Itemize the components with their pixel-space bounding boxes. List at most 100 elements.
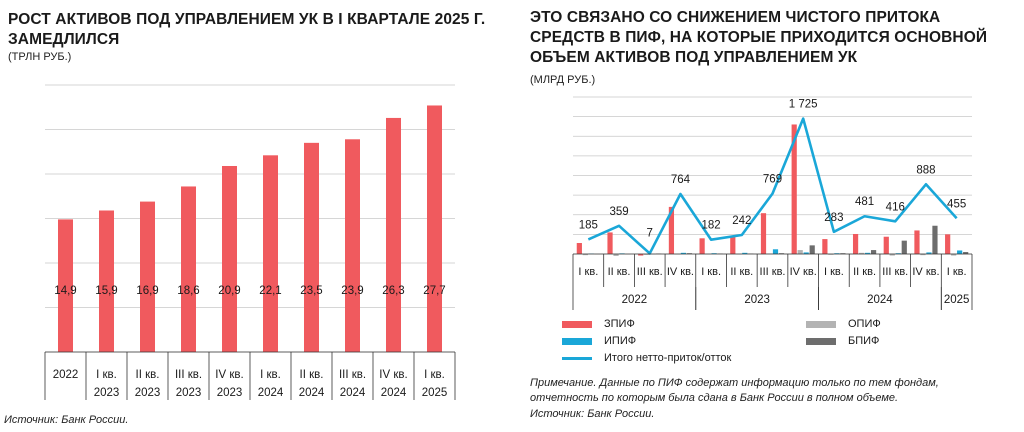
right-combo-chart: 185 359 7 764 182 242 769 1 725 283 481 416 888 455 I…	[572, 96, 973, 310]
legend-zpif-swatch	[562, 320, 592, 328]
line-value-label: 182	[702, 220, 721, 232]
total-net-flow-line	[587, 117, 958, 255]
line-value-label: 283	[824, 212, 843, 224]
x-tick-label: 2023	[94, 387, 120, 399]
bar	[386, 117, 401, 353]
x-tick-label: 2023	[176, 387, 202, 399]
bar	[864, 252, 871, 254]
line-value-label: 888	[916, 164, 935, 176]
bar	[797, 250, 803, 254]
bar	[957, 250, 963, 254]
bar	[582, 254, 588, 256]
bar	[883, 236, 889, 254]
bar	[963, 252, 969, 254]
x-tick-label: III кв.	[339, 369, 366, 381]
bar	[901, 240, 907, 254]
quarter-tick-label: I кв.	[578, 266, 598, 278]
bar-value-label: 23,9	[341, 285, 363, 297]
right-chart-title: ЭТО СВЯЗАНО СО СНИЖЕНИЕМ ЧИСТОГО ПРИТОКА…	[530, 8, 987, 68]
right-note-line-2: отчетность по которым была сдана в Банк …	[530, 392, 899, 404]
legend-opif: ОПИФ	[806, 318, 881, 330]
year-tick-label: 2024	[867, 294, 893, 306]
bar	[99, 210, 114, 352]
bar	[926, 252, 932, 254]
legend-total-label: Итого нетто-приток/отток	[604, 352, 732, 364]
left-source: Источник: Банк России.	[4, 414, 129, 426]
bar	[58, 219, 73, 352]
left-chart-title: РОСТ АКТИВОВ ПОД УПРАВЛЕНИЕМ УК В I КВАР…	[8, 10, 485, 50]
bar	[803, 252, 809, 254]
bar	[222, 165, 237, 352]
bar	[858, 252, 865, 254]
right-title-line-3: ОБЪЕМ АКТИВОВ ПОД УПРАВЛЕНИЕМ УК	[530, 49, 858, 66]
quarter-tick-label: IV кв.	[790, 266, 817, 278]
legend-total-swatch	[562, 356, 592, 360]
line-value-label: 359	[609, 206, 628, 218]
legend-bpif-swatch	[806, 337, 836, 345]
line-value-label: 1 725	[789, 99, 818, 111]
line-value-label: 764	[671, 174, 691, 186]
bar	[772, 249, 779, 254]
x-tick-label: I кв.	[96, 369, 117, 381]
right-note-line-1: Примечание. Данные по ПИФ содержат инфор…	[530, 377, 939, 389]
x-tick-label: II кв.	[300, 369, 324, 381]
x-tick-label: 2024	[340, 387, 366, 399]
bar-value-label: 16,9	[136, 285, 158, 297]
bar	[607, 232, 613, 254]
quarter-tick-label: I кв.	[947, 266, 967, 278]
bar-value-label: 20,9	[218, 285, 240, 297]
bar	[181, 186, 196, 352]
bar	[822, 239, 828, 254]
legend-zpif: ЗПИФ	[562, 318, 635, 330]
left-title-line-2: ЗАМЕДЛИЛСЯ	[8, 31, 120, 48]
bar	[870, 250, 877, 254]
right-title-line-2: СРЕДСТВ В ПИФ, НА КОТОРЫЕ ПРИХОДИТСЯ ОСН…	[530, 29, 988, 46]
x-tick-label: 2024	[299, 387, 325, 399]
line-value-label: 416	[886, 201, 905, 213]
x-tick-label: I кв.	[424, 369, 445, 381]
quarter-tick-label: III кв.	[760, 266, 786, 278]
quarter-tick-label: II кв.	[853, 266, 876, 278]
right-note: Примечание. Данные по ПИФ содержат инфор…	[530, 376, 939, 406]
line-value-label: 769	[763, 174, 782, 186]
legend-total: Итого нетто-приток/отток	[562, 352, 731, 364]
bar	[345, 139, 360, 352]
legend-ipif: ИПИФ	[562, 335, 636, 347]
bar	[791, 124, 797, 254]
bar-value-label: 14,9	[54, 285, 76, 297]
year-tick-label: 2025	[944, 294, 970, 306]
right-chart-unit: (МЛРД РУБ.)	[530, 74, 596, 86]
quarter-tick-label: II кв.	[730, 266, 753, 278]
bar	[699, 238, 705, 254]
left-title-line-1: РОСТ АКТИВОВ ПОД УПРАВЛЕНИЕМ УК В I КВАР…	[8, 11, 486, 28]
bar	[263, 155, 278, 352]
bar-value-label: 27,7	[423, 285, 445, 297]
bar	[760, 213, 767, 254]
line-value-label: 455	[947, 198, 966, 210]
quarter-tick-label: III кв.	[637, 266, 663, 278]
legend-ipif-swatch	[562, 337, 592, 345]
bar-value-label: 15,9	[95, 285, 117, 297]
bar-value-label: 23,5	[300, 285, 322, 297]
quarter-tick-label: IV кв.	[667, 266, 694, 278]
legend-opif-label: ОПИФ	[848, 318, 881, 330]
bar	[304, 142, 319, 352]
quarter-tick-label: IV кв.	[912, 266, 939, 278]
x-tick-label: IV кв.	[379, 369, 407, 381]
quarter-tick-label: I кв.	[824, 266, 844, 278]
bar	[951, 254, 957, 256]
bar	[945, 234, 951, 254]
quarter-tick-label: II кв.	[608, 266, 631, 278]
x-tick-label: IV кв.	[215, 369, 243, 381]
quarter-tick-label: I кв.	[701, 266, 721, 278]
bar	[809, 245, 815, 254]
bar	[613, 254, 619, 256]
x-tick-label: 2025	[422, 387, 448, 399]
line-value-label: 242	[732, 215, 751, 227]
bar	[638, 254, 644, 256]
bar-value-label: 22,1	[259, 285, 281, 297]
bar	[427, 105, 442, 352]
legend-bpif: БПИФ	[806, 335, 879, 347]
bar	[852, 233, 859, 254]
bar	[680, 252, 687, 254]
